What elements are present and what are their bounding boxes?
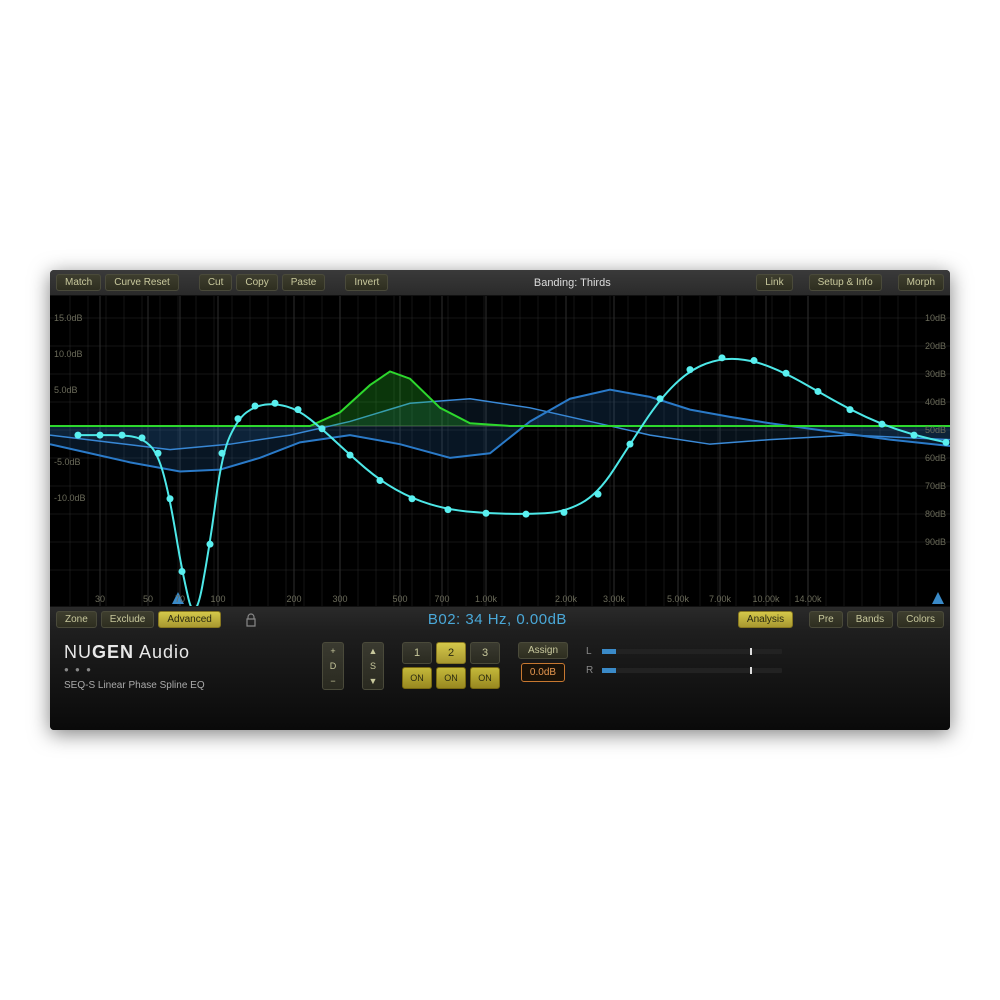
morph-button[interactable]: Morph — [898, 274, 944, 291]
logo-dots: ● ● ● — [64, 665, 304, 674]
product-subtitle: SEQ-S Linear Phase Spline EQ — [64, 680, 304, 691]
eq-graph[interactable]: 15.0dB10.0dB5.0dB-5.0dB-10.0dB10dB20dB30… — [50, 296, 950, 606]
setup-info-button[interactable]: Setup & Info — [809, 274, 882, 291]
xaxis-label: 10.00k — [752, 594, 779, 604]
band-slot-3: 3 ON — [470, 642, 500, 689]
cut-button[interactable]: Cut — [199, 274, 233, 291]
band-slot-1: 1 ON — [402, 642, 432, 689]
band-slots: 1ON2ON3ON — [402, 642, 500, 689]
zone-button[interactable]: Zone — [56, 611, 97, 628]
banding-label[interactable]: Banding: Thirds — [522, 277, 623, 289]
match-button[interactable]: Match — [56, 274, 101, 291]
meter-r-label: R — [586, 665, 596, 676]
xaxis-label: 200 — [286, 594, 301, 604]
curve-reset-button[interactable]: Curve Reset — [105, 274, 179, 291]
assign-block: Assign 0.0dB — [518, 642, 568, 682]
xaxis-label: 50 — [143, 594, 153, 604]
link-button[interactable]: Link — [756, 274, 792, 291]
logo-block: NUGEN Audio ● ● ● SEQ-S Linear Phase Spl… — [64, 642, 304, 691]
xaxis-label: 70 — [175, 594, 185, 604]
s-stepper[interactable]: ▲ S ▼ — [362, 642, 384, 690]
xaxis-label: 100 — [210, 594, 225, 604]
meter-r-bar — [602, 668, 782, 673]
pre-button[interactable]: Pre — [809, 611, 843, 628]
bottom-panel: NUGEN Audio ● ● ● SEQ-S Linear Phase Spl… — [50, 632, 950, 730]
xaxis-label: 14.00k — [794, 594, 821, 604]
band-select-1[interactable]: 1 — [402, 642, 432, 664]
xaxis-label: 700 — [434, 594, 449, 604]
db-readout[interactable]: 0.0dB — [521, 663, 565, 682]
eq-plugin-window: Match Curve Reset Cut Copy Paste Invert … — [50, 270, 950, 730]
assign-button[interactable]: Assign — [518, 642, 568, 659]
band-on-2[interactable]: ON — [436, 667, 466, 689]
advanced-button[interactable]: Advanced — [158, 611, 220, 628]
logo: NUGEN Audio — [64, 642, 304, 663]
band-slot-2: 2 ON — [436, 642, 466, 689]
meter-l-label: L — [586, 646, 596, 657]
toolbar-top: Match Curve Reset Cut Copy Paste Invert … — [50, 270, 950, 296]
output-meters: L R — [586, 646, 782, 676]
colors-button[interactable]: Colors — [897, 611, 944, 628]
xaxis-label: 30 — [95, 594, 105, 604]
invert-button[interactable]: Invert — [345, 274, 388, 291]
lock-icon[interactable] — [245, 613, 257, 627]
eq-graph-svg — [50, 296, 950, 606]
xaxis-label: 500 — [392, 594, 407, 604]
xaxis-label: 2.00k — [555, 594, 577, 604]
band-select-2[interactable]: 2 — [436, 642, 466, 664]
exclude-button[interactable]: Exclude — [101, 611, 155, 628]
meter-l-bar — [602, 649, 782, 654]
xaxis-label: 7.00k — [709, 594, 731, 604]
xaxis-label: 5.00k — [667, 594, 689, 604]
meter-l: L — [586, 646, 782, 657]
band-on-1[interactable]: ON — [402, 667, 432, 689]
xaxis-label: 1.00k — [475, 594, 497, 604]
meter-r: R — [586, 665, 782, 676]
copy-button[interactable]: Copy — [236, 274, 277, 291]
band-on-3[interactable]: ON — [470, 667, 500, 689]
toolbar-mid: Zone Exclude Advanced B02: 34 Hz, 0.00dB… — [50, 606, 950, 632]
d-stepper[interactable]: + D − — [322, 642, 344, 690]
band-readout: B02: 34 Hz, 0.00dB — [261, 611, 734, 628]
analysis-button[interactable]: Analysis — [738, 611, 793, 628]
xaxis-label: 3.00k — [603, 594, 625, 604]
xaxis-label: 300 — [332, 594, 347, 604]
band-select-3[interactable]: 3 — [470, 642, 500, 664]
paste-button[interactable]: Paste — [282, 274, 326, 291]
bands-button[interactable]: Bands — [847, 611, 893, 628]
